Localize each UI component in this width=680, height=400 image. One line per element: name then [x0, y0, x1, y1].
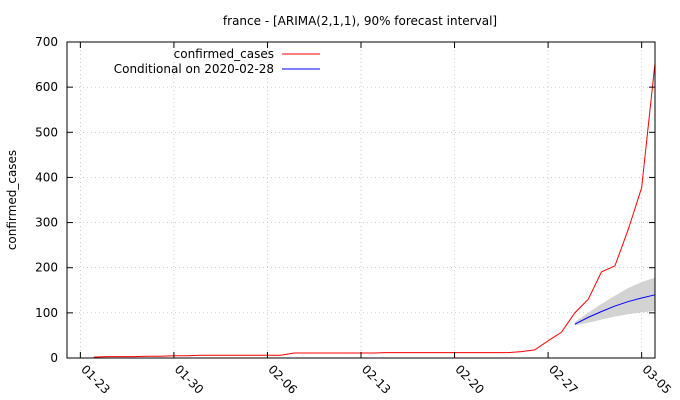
x-tick-label: 02-27 [546, 362, 581, 397]
y-tick-label: 300 [35, 216, 58, 230]
y-axis: 0 100 200 300 400 500 600 700 [35, 35, 655, 365]
x-tick-label: 01-30 [172, 362, 207, 397]
y-tick-label: 500 [35, 125, 58, 139]
x-axis: 01-23 01-30 02-06 02-13 02-20 02-27 03-05 [78, 42, 674, 397]
legend-label-confirmed-cases: confirmed_cases [174, 47, 274, 61]
grid [67, 42, 655, 358]
forecast-interval-band [574, 277, 655, 326]
y-tick-label: 200 [35, 261, 58, 275]
legend: confirmed_cases Conditional on 2020-02-2… [114, 47, 320, 76]
series-line-conditional [574, 294, 656, 325]
x-tick-label: 02-06 [265, 362, 300, 397]
y-tick-label: 600 [35, 80, 58, 94]
x-tick-label: 02-20 [452, 362, 487, 397]
y-tick-label: 0 [50, 351, 58, 365]
forecast-interval [574, 277, 655, 326]
y-tick-label: 100 [35, 306, 58, 320]
y-tick-label: 700 [35, 35, 58, 49]
series-lines [93, 63, 656, 358]
series-line-confirmed-cases [93, 63, 656, 358]
x-tick-label: 01-23 [78, 362, 113, 397]
x-tick-label: 03-05 [640, 362, 675, 397]
legend-label-conditional: Conditional on 2020-02-28 [114, 62, 274, 76]
chart-title: france - [ARIMA(2,1,1), 90% forecast int… [223, 14, 497, 28]
x-tick-label: 02-13 [359, 362, 394, 397]
y-tick-label: 400 [35, 170, 58, 184]
y-axis-label: confirmed_cases [5, 150, 19, 250]
